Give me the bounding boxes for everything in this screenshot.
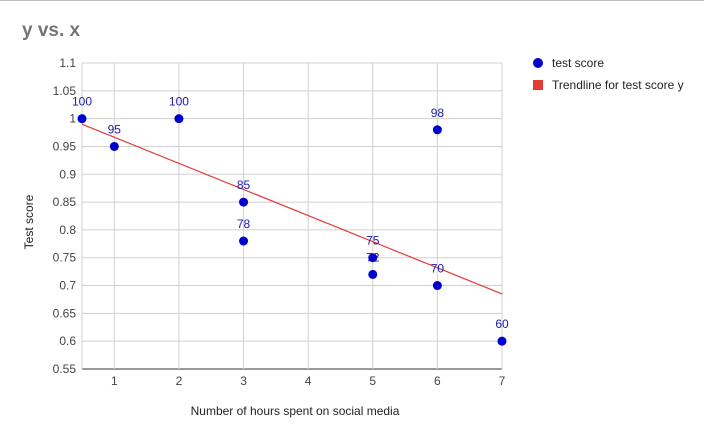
x-tick-label: 2 — [176, 374, 183, 388]
x-tick-label: 1 — [111, 374, 118, 388]
y-tick-label: 1 — [69, 112, 76, 126]
legend-marker-test-score — [533, 58, 543, 68]
legend-label-trendline: Trendline for test score y — [552, 78, 684, 92]
data-point — [368, 269, 378, 279]
data-label: 100 — [169, 95, 189, 109]
top-border — [0, 0, 704, 1]
data-point — [497, 336, 507, 346]
x-tick-label: 7 — [499, 374, 506, 388]
trendline-group — [81, 123, 503, 295]
data-label: 95 — [108, 122, 122, 136]
trendline — [81, 123, 503, 295]
legend-marker-trendline — [533, 80, 543, 90]
data-label: 85 — [237, 178, 251, 192]
data-point — [368, 253, 378, 263]
data-point — [432, 281, 442, 291]
y-tick-label: 0.95 — [53, 139, 77, 153]
x-tick-label: 3 — [240, 374, 247, 388]
data-points — [77, 114, 507, 346]
data-labels: 100 95 100 85 78 75 72 98 70 60 — [72, 95, 509, 332]
y-tick-label: 0.8 — [59, 223, 76, 237]
y-tick-label: 1.05 — [53, 84, 77, 98]
y-tick-label: 0.7 — [59, 279, 76, 293]
data-label: 60 — [495, 317, 509, 331]
legend-label-test-score: test score — [552, 56, 604, 70]
y-tick-label: 0.65 — [53, 306, 77, 320]
data-point — [174, 114, 184, 124]
data-label: 100 — [72, 95, 92, 109]
x-tick-labels: 1 2 3 4 5 6 7 — [111, 374, 506, 388]
x-tick-label: 4 — [305, 374, 312, 388]
data-label: 72 — [366, 250, 380, 264]
data-point — [432, 125, 442, 135]
y-tick-label: 0.9 — [59, 167, 76, 181]
x-tick-label: 5 — [369, 374, 376, 388]
x-axis-label: Number of hours spent on social media — [191, 404, 400, 418]
y-tick-label: 0.85 — [53, 195, 77, 209]
data-label: 70 — [431, 262, 445, 276]
y-tick-label: 0.75 — [53, 251, 77, 265]
data-point — [77, 114, 87, 124]
grid-lines — [81, 62, 503, 370]
legend: test score Trendline for test score y — [533, 56, 684, 92]
data-point — [239, 236, 249, 246]
y-tick-label: 1.1 — [59, 56, 76, 70]
data-label: 78 — [237, 217, 251, 231]
chart-title: y vs. x — [22, 20, 81, 41]
y-tick-label: 0.55 — [53, 362, 77, 376]
data-point — [239, 197, 249, 207]
x-tick-label: 6 — [434, 374, 441, 388]
data-point — [109, 141, 119, 151]
y-tick-label: 0.6 — [59, 334, 76, 348]
data-label: 75 — [366, 234, 380, 248]
y-tick-labels: 0.55 0.6 0.65 0.7 0.75 0.8 0.85 0.9 0.95 1 1.05 1.1 — [53, 56, 77, 376]
y-axis-label: Test score — [22, 194, 36, 249]
data-label: 98 — [431, 106, 445, 120]
